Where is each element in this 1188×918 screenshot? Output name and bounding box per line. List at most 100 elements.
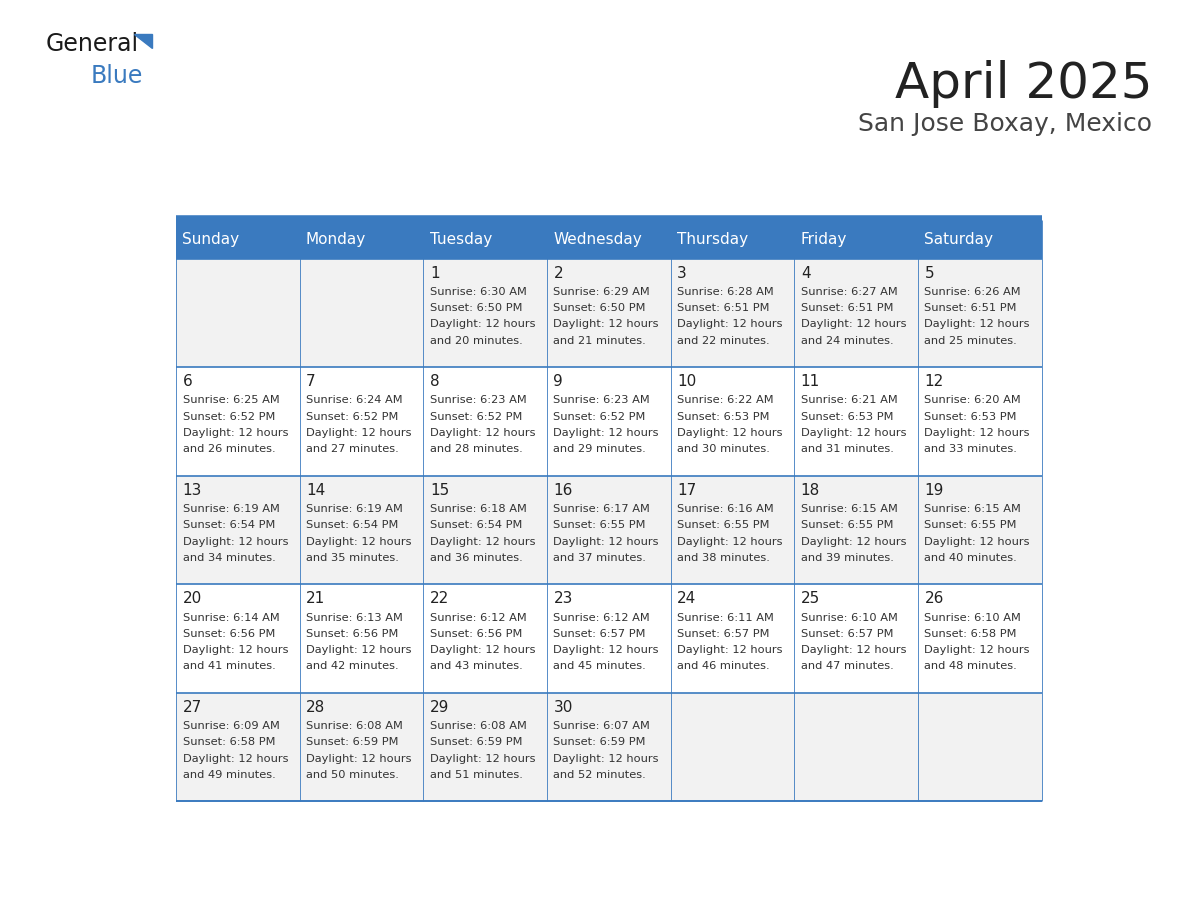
Text: and 46 minutes.: and 46 minutes. bbox=[677, 661, 770, 671]
Text: Sunset: 6:53 PM: Sunset: 6:53 PM bbox=[677, 411, 770, 421]
Text: Sunrise: 6:09 AM: Sunrise: 6:09 AM bbox=[183, 722, 279, 731]
Text: Sunrise: 6:21 AM: Sunrise: 6:21 AM bbox=[801, 396, 897, 406]
Text: 12: 12 bbox=[924, 375, 943, 389]
Text: Daylight: 12 hours: Daylight: 12 hours bbox=[924, 645, 1030, 655]
Text: 3: 3 bbox=[677, 265, 687, 281]
Text: Sunset: 6:59 PM: Sunset: 6:59 PM bbox=[430, 737, 523, 747]
Text: Monday: Monday bbox=[307, 231, 366, 247]
Text: 10: 10 bbox=[677, 375, 696, 389]
Text: 22: 22 bbox=[430, 591, 449, 607]
Bar bbox=[176, 219, 299, 259]
Text: 19: 19 bbox=[924, 483, 943, 498]
Text: Sunrise: 6:24 AM: Sunrise: 6:24 AM bbox=[307, 396, 403, 406]
Text: General: General bbox=[45, 32, 138, 56]
Text: and 22 minutes.: and 22 minutes. bbox=[677, 336, 770, 346]
Bar bbox=[299, 367, 423, 476]
Text: Sunrise: 6:20 AM: Sunrise: 6:20 AM bbox=[924, 396, 1022, 406]
Text: 14: 14 bbox=[307, 483, 326, 498]
Text: April 2025: April 2025 bbox=[895, 60, 1152, 107]
Text: and 43 minutes.: and 43 minutes. bbox=[430, 661, 523, 671]
Text: Sunset: 6:56 PM: Sunset: 6:56 PM bbox=[183, 629, 274, 639]
Text: Wednesday: Wednesday bbox=[554, 231, 642, 247]
Text: Saturday: Saturday bbox=[924, 231, 993, 247]
Text: Sunrise: 6:15 AM: Sunrise: 6:15 AM bbox=[801, 504, 898, 514]
Text: and 34 minutes.: and 34 minutes. bbox=[183, 553, 276, 563]
Bar bbox=[671, 585, 795, 693]
Text: Daylight: 12 hours: Daylight: 12 hours bbox=[677, 319, 783, 330]
Text: and 20 minutes.: and 20 minutes. bbox=[430, 336, 523, 346]
Text: Sunset: 6:56 PM: Sunset: 6:56 PM bbox=[307, 629, 399, 639]
Text: Daylight: 12 hours: Daylight: 12 hours bbox=[430, 645, 536, 655]
Text: Daylight: 12 hours: Daylight: 12 hours bbox=[801, 428, 906, 438]
Text: Sunrise: 6:08 AM: Sunrise: 6:08 AM bbox=[430, 722, 526, 731]
Text: Daylight: 12 hours: Daylight: 12 hours bbox=[307, 754, 412, 764]
Text: and 37 minutes.: and 37 minutes. bbox=[554, 553, 646, 563]
Text: Blue: Blue bbox=[90, 64, 143, 88]
Text: Daylight: 12 hours: Daylight: 12 hours bbox=[677, 428, 783, 438]
Text: Daylight: 12 hours: Daylight: 12 hours bbox=[554, 754, 659, 764]
Bar bbox=[176, 693, 299, 801]
Text: and 47 minutes.: and 47 minutes. bbox=[801, 661, 893, 671]
Bar bbox=[546, 259, 671, 367]
Bar bbox=[423, 367, 546, 476]
Bar bbox=[176, 259, 299, 367]
Text: Daylight: 12 hours: Daylight: 12 hours bbox=[430, 754, 536, 764]
Text: and 35 minutes.: and 35 minutes. bbox=[307, 553, 399, 563]
Bar bbox=[795, 367, 918, 476]
Text: Sunset: 6:55 PM: Sunset: 6:55 PM bbox=[924, 521, 1017, 531]
Text: Friday: Friday bbox=[801, 231, 847, 247]
Bar bbox=[299, 476, 423, 585]
Text: Sunday: Sunday bbox=[182, 231, 240, 247]
Text: 30: 30 bbox=[554, 700, 573, 715]
Text: and 30 minutes.: and 30 minutes. bbox=[677, 444, 770, 454]
Text: Thursday: Thursday bbox=[677, 231, 748, 247]
Bar bbox=[671, 476, 795, 585]
Text: Daylight: 12 hours: Daylight: 12 hours bbox=[554, 536, 659, 546]
Text: and 29 minutes.: and 29 minutes. bbox=[554, 444, 646, 454]
Bar bbox=[546, 219, 671, 259]
Bar bbox=[299, 259, 423, 367]
Text: 17: 17 bbox=[677, 483, 696, 498]
Text: Daylight: 12 hours: Daylight: 12 hours bbox=[430, 536, 536, 546]
Text: Sunrise: 6:10 AM: Sunrise: 6:10 AM bbox=[801, 612, 898, 622]
Text: Sunrise: 6:12 AM: Sunrise: 6:12 AM bbox=[554, 612, 650, 622]
Text: Sunset: 6:51 PM: Sunset: 6:51 PM bbox=[677, 303, 770, 313]
Text: Sunrise: 6:12 AM: Sunrise: 6:12 AM bbox=[430, 612, 526, 622]
Text: and 49 minutes.: and 49 minutes. bbox=[183, 770, 276, 780]
Text: Daylight: 12 hours: Daylight: 12 hours bbox=[677, 645, 783, 655]
Text: Sunset: 6:55 PM: Sunset: 6:55 PM bbox=[677, 521, 770, 531]
Bar bbox=[918, 476, 1042, 585]
Text: Daylight: 12 hours: Daylight: 12 hours bbox=[677, 536, 783, 546]
Text: and 39 minutes.: and 39 minutes. bbox=[801, 553, 893, 563]
Bar bbox=[795, 693, 918, 801]
Text: Sunrise: 6:25 AM: Sunrise: 6:25 AM bbox=[183, 396, 279, 406]
Text: Sunrise: 6:15 AM: Sunrise: 6:15 AM bbox=[924, 504, 1022, 514]
Text: Sunset: 6:51 PM: Sunset: 6:51 PM bbox=[801, 303, 893, 313]
Text: and 33 minutes.: and 33 minutes. bbox=[924, 444, 1017, 454]
Text: and 45 minutes.: and 45 minutes. bbox=[554, 661, 646, 671]
Bar bbox=[176, 476, 299, 585]
Text: and 52 minutes.: and 52 minutes. bbox=[554, 770, 646, 780]
Text: 2: 2 bbox=[554, 265, 563, 281]
Text: Daylight: 12 hours: Daylight: 12 hours bbox=[183, 754, 287, 764]
Text: Sunrise: 6:28 AM: Sunrise: 6:28 AM bbox=[677, 286, 773, 297]
Text: 15: 15 bbox=[430, 483, 449, 498]
Text: 4: 4 bbox=[801, 265, 810, 281]
Bar bbox=[671, 219, 795, 259]
Bar bbox=[918, 585, 1042, 693]
Text: 7: 7 bbox=[307, 375, 316, 389]
Text: and 42 minutes.: and 42 minutes. bbox=[307, 661, 399, 671]
Text: Sunset: 6:52 PM: Sunset: 6:52 PM bbox=[183, 411, 274, 421]
Bar bbox=[546, 585, 671, 693]
Text: Sunset: 6:53 PM: Sunset: 6:53 PM bbox=[924, 411, 1017, 421]
Text: Sunrise: 6:23 AM: Sunrise: 6:23 AM bbox=[554, 396, 650, 406]
Text: 26: 26 bbox=[924, 591, 943, 607]
Text: Tuesday: Tuesday bbox=[430, 231, 492, 247]
Text: Daylight: 12 hours: Daylight: 12 hours bbox=[554, 645, 659, 655]
Bar bbox=[795, 259, 918, 367]
Text: Sunset: 6:54 PM: Sunset: 6:54 PM bbox=[307, 521, 399, 531]
Text: Daylight: 12 hours: Daylight: 12 hours bbox=[924, 536, 1030, 546]
Text: Daylight: 12 hours: Daylight: 12 hours bbox=[924, 319, 1030, 330]
Text: Sunrise: 6:23 AM: Sunrise: 6:23 AM bbox=[430, 396, 526, 406]
Bar bbox=[423, 585, 546, 693]
